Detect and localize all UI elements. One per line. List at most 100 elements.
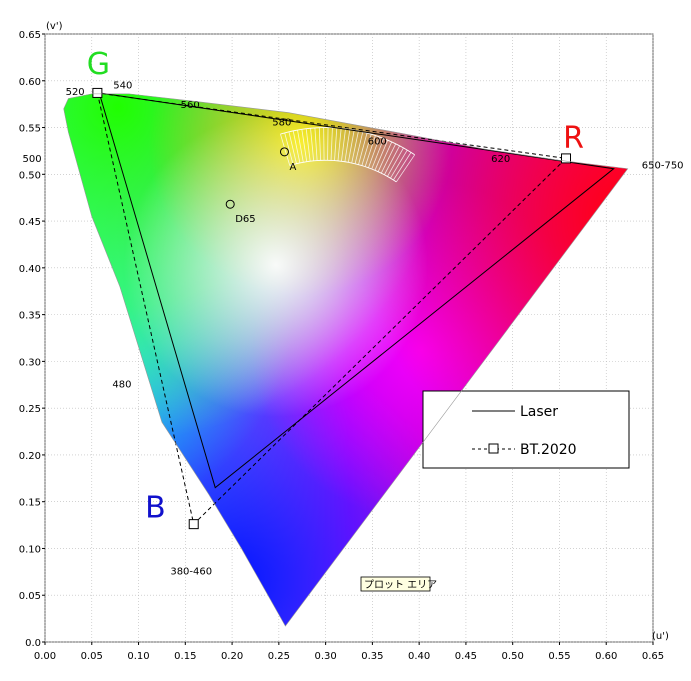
x-tick-label: 0.40 (408, 651, 430, 662)
y-tick-label: 0.20 (19, 451, 41, 462)
axis-ticks: 0.00 0.05 0.10 0.15 0.20 0.25 0.30 0.35 0.40 0.45… (19, 30, 664, 662)
isotemperature-line (380, 143, 397, 174)
isotemperature-line (327, 127, 329, 161)
x-tick-label: 0.05 (81, 651, 103, 662)
y-tick-label: 0.55 (19, 124, 41, 135)
wavelength-label: 560 (181, 100, 200, 111)
tooltip-text: プロット エリア (364, 579, 437, 591)
bt2020-marker (561, 153, 572, 164)
x-tick-label: 0.35 (361, 651, 383, 662)
isotemperature-line (393, 152, 412, 181)
isotemperature-line (288, 131, 297, 164)
isotemperature-line (305, 128, 311, 162)
x-tick-label: 0.60 (595, 651, 617, 662)
legend-laser-label: Laser (520, 404, 558, 420)
series-bt-2020 (96, 92, 568, 526)
legend: Laser BT.2020 (422, 390, 630, 469)
primary-labels: G R B (87, 47, 584, 525)
isotemperature-line (351, 130, 359, 164)
wavelength-label: 620 (491, 154, 510, 165)
isotemperature-line (330, 127, 333, 161)
bt2020-marker (92, 87, 103, 98)
tooltip-box (360, 576, 431, 592)
planckian-inner-edge (289, 159, 397, 183)
legend-bt2020-marker (488, 443, 499, 454)
isotemperature-line (354, 131, 364, 164)
y-tick-label: 0.10 (19, 544, 41, 555)
series-laser (98, 92, 615, 489)
wavelength-label: 540 (113, 80, 132, 91)
wavelength-label: 600 (368, 136, 387, 147)
legend-bt2020-label: BT.2020 (520, 442, 577, 458)
y-tick-label: 0.25 (19, 404, 41, 415)
isotemperature-line (368, 136, 380, 168)
isotemperature-line (310, 128, 315, 161)
x-tick-label: 0.45 (455, 651, 477, 662)
y-tick-label: 0.60 (19, 77, 41, 88)
wavelength-label: 500 (23, 154, 42, 165)
y-tick-label: 0.15 (19, 498, 41, 509)
y-tick-label: 0.35 (19, 311, 41, 322)
x-tick-label: 0.50 (502, 651, 524, 662)
x-axis-label: (u') (652, 631, 669, 642)
isotemperature-line (358, 132, 368, 165)
isotemperature-line (374, 140, 389, 171)
wavelength-labels: 520 540 560 580 600 620 650-750 500 480 380-460 (23, 80, 684, 577)
spectral-locus-outline (63, 93, 629, 627)
wavelength-label: 580 (272, 118, 291, 129)
isotemperature-line (347, 130, 355, 163)
x-tick-label: 0.30 (314, 651, 336, 662)
isotemperature-line (337, 128, 342, 161)
white-point-label: A (289, 162, 296, 173)
isotemperature-line (292, 130, 301, 164)
y-tick-label: 0.45 (19, 217, 41, 228)
isotemperature-line (284, 132, 294, 165)
isotemperature-line (334, 127, 338, 161)
isotemperature-line (297, 129, 304, 163)
y-axis-label: (v') (46, 21, 63, 32)
wavelength-label: 520 (66, 87, 85, 98)
primary-label-r: R (563, 121, 584, 156)
isotemperature-line (314, 127, 318, 161)
isotemperature-line (341, 128, 346, 162)
x-tick-label: 0.65 (642, 651, 664, 662)
x-tick-label: 0.00 (34, 651, 56, 662)
isotemperature-line (344, 129, 351, 162)
primary-label-g: G (87, 47, 110, 82)
legend-box (422, 390, 630, 469)
wavelength-label: 380-460 (170, 567, 212, 578)
isotemperature-line (395, 154, 415, 183)
white-point-marker (225, 199, 235, 209)
x-tick-label: 0.20 (221, 651, 243, 662)
wavelength-label: 480 (112, 380, 131, 391)
gamut-series (92, 87, 615, 530)
bt2020-marker (188, 519, 199, 530)
isotemperature-line (371, 138, 385, 170)
primary-label-b: B (145, 491, 166, 526)
y-tick-label: 0.50 (19, 170, 41, 181)
isotemperature-line (301, 129, 308, 162)
isotemperature-line (390, 149, 408, 179)
x-tick-label: 0.55 (548, 651, 570, 662)
white-point-label: D65 (235, 214, 255, 225)
isotemperature-line (384, 145, 400, 175)
white-points: A D65 (225, 147, 296, 225)
white-point-marker (279, 147, 289, 157)
y-tick-label: 0.40 (19, 264, 41, 275)
y-tick-label: 0.0 (25, 638, 41, 649)
plot-area-tooltip: プロット エリア (360, 576, 437, 592)
y-tick-label: 0.30 (19, 357, 41, 368)
y-tick-label: 0.05 (19, 591, 41, 602)
x-tick-label: 0.25 (268, 651, 290, 662)
isotemperature-line (377, 141, 393, 172)
x-tick-label: 0.10 (127, 651, 149, 662)
isotemperature-line (364, 135, 376, 167)
isotemperature-line (318, 127, 321, 161)
isotemperature-line (361, 134, 372, 166)
y-tick-label: 0.65 (19, 30, 41, 41)
x-tick-label: 0.15 (174, 651, 196, 662)
wavelength-label: 650-750 (642, 161, 684, 172)
isotemperature-line (280, 133, 291, 166)
isotemperature-line (387, 147, 404, 177)
